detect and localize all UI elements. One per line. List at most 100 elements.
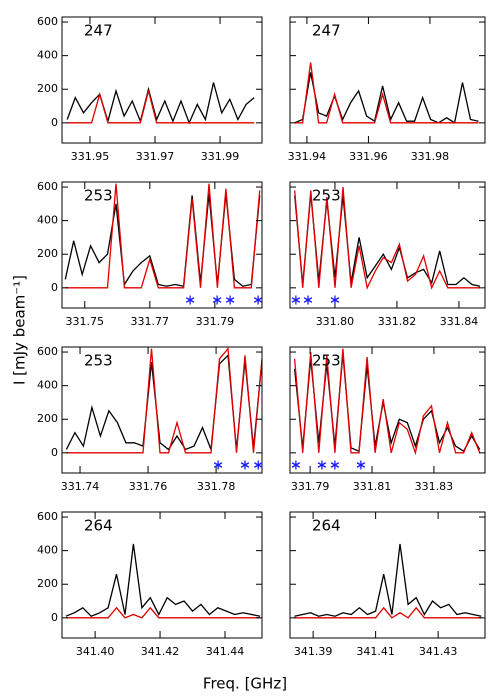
x-tick-label: 341.42 <box>141 645 180 658</box>
panel-frame <box>289 181 486 309</box>
panel-label: 264 <box>84 517 113 535</box>
panel-label: 253 <box>84 187 113 205</box>
spectrum-line <box>294 606 482 619</box>
x-tick-label: 331.95 <box>71 150 110 163</box>
y-axis-label: I [mJy beam⁻¹] <box>11 275 29 385</box>
x-tick-label: 331.79 <box>291 480 330 493</box>
panel-label: 247 <box>84 22 113 40</box>
panel-plot <box>293 348 481 456</box>
y-tick-label: 0 <box>51 446 58 459</box>
y-tick-label: 0 <box>51 281 58 294</box>
panel-frame <box>61 511 263 639</box>
marker-stroke <box>303 297 313 303</box>
x-tick-label: 331.74 <box>61 480 100 493</box>
x-tick-label: 331.82 <box>378 315 417 328</box>
y-tick-label: 200 <box>37 82 58 95</box>
x-tick-label: 331.97 <box>136 150 175 163</box>
panel-frame <box>289 511 486 639</box>
spectrum-line <box>294 62 479 124</box>
x-tick-label: 341.40 <box>76 645 115 658</box>
line-marker <box>317 460 327 470</box>
y-tick-label: 0 <box>51 611 58 624</box>
spectrum-line <box>66 82 255 125</box>
panel-frame <box>61 346 263 474</box>
panel-label: 253 <box>312 187 341 205</box>
y-tick-label: 600 <box>37 15 58 28</box>
spectrum-line <box>66 347 262 454</box>
line-marker <box>253 295 263 305</box>
panel-label: 264 <box>312 517 341 535</box>
marker-stroke <box>356 462 366 468</box>
line-marker <box>291 460 301 470</box>
panel-frame <box>61 16 263 144</box>
y-tick-label: 0 <box>51 116 58 129</box>
panel-label: 253 <box>84 352 113 370</box>
y-tick-label: 600 <box>37 180 58 193</box>
line-marker <box>254 460 263 470</box>
panel-plot <box>65 543 261 619</box>
x-tick-label: 341.44 <box>206 645 245 658</box>
spectrum-line <box>67 90 255 124</box>
x-tick-label: 331.83 <box>415 480 454 493</box>
marker-stroke <box>330 297 340 303</box>
spectrum-line <box>65 543 261 617</box>
panel-plot <box>294 543 482 619</box>
panel-frame <box>289 16 486 144</box>
line-marker <box>185 295 195 305</box>
marker-stroke <box>240 462 250 468</box>
spectrum-line <box>294 543 482 617</box>
marker-stroke <box>253 297 263 303</box>
line-marker <box>213 460 223 470</box>
spectrum-line <box>293 348 481 456</box>
line-marker <box>330 460 340 470</box>
x-tick-label: 331.80 <box>316 315 355 328</box>
y-tick-label: 400 <box>37 49 58 62</box>
x-tick-label: 341.41 <box>356 645 395 658</box>
y-tick-label: 400 <box>37 544 58 557</box>
x-tick-label: 331.75 <box>66 315 105 328</box>
spectrum-line <box>65 183 261 289</box>
panel-plot <box>64 183 261 289</box>
x-tick-label: 331.94 <box>288 150 327 163</box>
line-marker <box>212 295 222 305</box>
marker-stroke <box>212 297 222 303</box>
x-tick-label: 331.98 <box>411 150 450 163</box>
line-marker <box>303 295 313 305</box>
spectrum-line <box>294 186 480 290</box>
marker-stroke <box>317 462 327 468</box>
x-tick-label: 331.77 <box>131 315 170 328</box>
panel-plot <box>294 186 481 290</box>
y-tick-label: 600 <box>37 510 58 523</box>
x-axis-label: Freq. [GHz] <box>203 675 287 693</box>
spectrum-line <box>65 606 261 619</box>
marker-stroke <box>291 297 301 303</box>
x-tick-label: 331.81 <box>353 480 392 493</box>
y-tick-label: 200 <box>37 247 58 260</box>
x-tick-label: 331.84 <box>440 315 479 328</box>
y-tick-label: 600 <box>37 345 58 358</box>
x-tick-label: 331.99 <box>201 150 240 163</box>
panel-frame <box>289 346 486 474</box>
line-marker <box>330 295 340 305</box>
y-tick-label: 200 <box>37 412 58 425</box>
x-tick-label: 331.96 <box>349 150 388 163</box>
spectrum-line <box>294 72 479 124</box>
panel-frame <box>61 181 263 309</box>
panel-plot <box>65 347 262 454</box>
line-marker <box>240 460 250 470</box>
marker-stroke <box>213 462 223 468</box>
panel-label: 253 <box>312 352 341 370</box>
marker-stroke <box>291 462 301 468</box>
line-marker <box>225 295 235 305</box>
y-tick-label: 200 <box>37 577 58 590</box>
x-tick-label: 331.76 <box>129 480 168 493</box>
x-tick-label: 341.39 <box>294 645 333 658</box>
panel-plot <box>66 82 255 125</box>
x-tick-label: 331.78 <box>197 480 236 493</box>
marker-stroke <box>254 462 263 468</box>
line-marker <box>291 295 301 305</box>
marker-stroke <box>225 297 235 303</box>
panel-plot <box>294 62 479 124</box>
marker-stroke <box>330 462 340 468</box>
